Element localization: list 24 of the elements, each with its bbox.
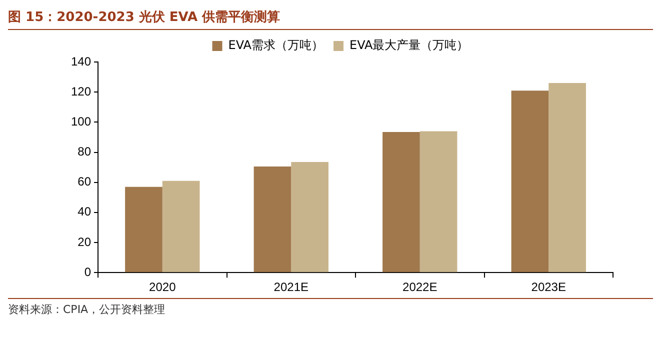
bar xyxy=(382,132,420,272)
y-tick-label: 140 xyxy=(70,54,92,68)
bar xyxy=(254,166,292,272)
x-tick-label: 2022E xyxy=(402,280,438,294)
y-tick-label: 40 xyxy=(78,204,92,219)
y-tick-label: 120 xyxy=(70,84,92,98)
bar xyxy=(291,162,328,272)
legend-label: EVA最大产量（万吨） xyxy=(350,38,469,52)
bar xyxy=(125,186,162,272)
x-tick-label: 2021E xyxy=(274,280,308,294)
bar xyxy=(420,131,458,272)
y-tick-label: 100 xyxy=(70,114,92,128)
bar xyxy=(511,90,549,272)
y-tick-label: 0 xyxy=(84,264,92,279)
y-tick-label: 60 xyxy=(78,174,92,189)
x-tick-label: 2023E xyxy=(531,280,566,294)
x-tick-label: 2020 xyxy=(149,280,176,294)
legend-label: EVA需求（万吨） xyxy=(228,38,324,52)
text: 资料来源：CPIA，公开资料整理 xyxy=(8,298,653,317)
y-tick-label: 80 xyxy=(78,144,92,159)
chart-title: 图 15：2020-2023 光伏 EVA 供需平衡测算 xyxy=(8,8,653,30)
bar xyxy=(162,180,200,272)
y-tick-label: 20 xyxy=(78,234,92,249)
bar xyxy=(548,83,586,272)
